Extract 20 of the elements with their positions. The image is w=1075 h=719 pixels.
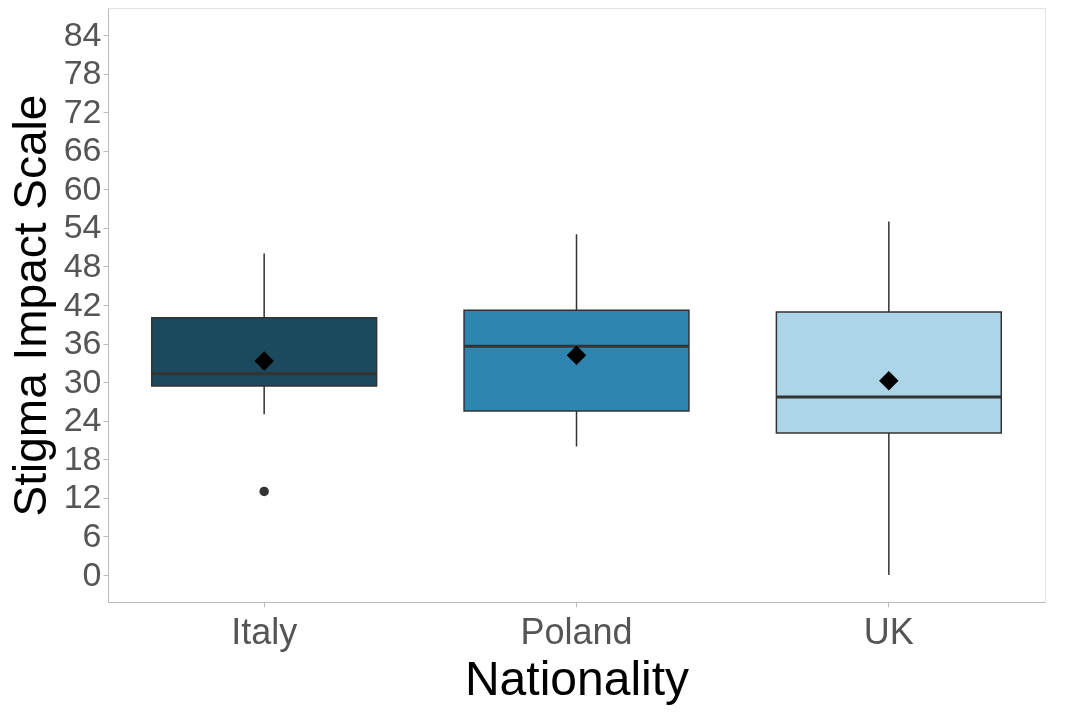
y-tick-label: 42 (63, 284, 102, 323)
y-tick-label: 72 (63, 91, 102, 130)
y-tick-label: 36 (63, 323, 102, 362)
y-tick-label: 24 (63, 400, 102, 439)
y-tick-label: 54 (63, 207, 102, 246)
x-tick-label: UK (863, 610, 914, 652)
y-tick-label: 6 (82, 515, 102, 554)
y-tick-label: 12 (63, 477, 102, 516)
x-tick-label: Poland (520, 610, 633, 652)
y-tick-label: 30 (63, 361, 102, 400)
y-tick-label: 18 (63, 438, 102, 477)
y-tick-label: 0 (82, 554, 102, 593)
y-tick-label: 60 (63, 168, 102, 207)
y-axis-title: Stigma Impact Scale (3, 94, 56, 517)
y-tick-label: 78 (63, 53, 102, 92)
y-tick-label: 66 (63, 130, 102, 169)
x-tick-label: Italy (231, 610, 298, 652)
x-axis-title: Nationality (464, 651, 690, 705)
y-tick-label: 84 (63, 14, 102, 53)
y-tick-label: 48 (63, 245, 102, 284)
